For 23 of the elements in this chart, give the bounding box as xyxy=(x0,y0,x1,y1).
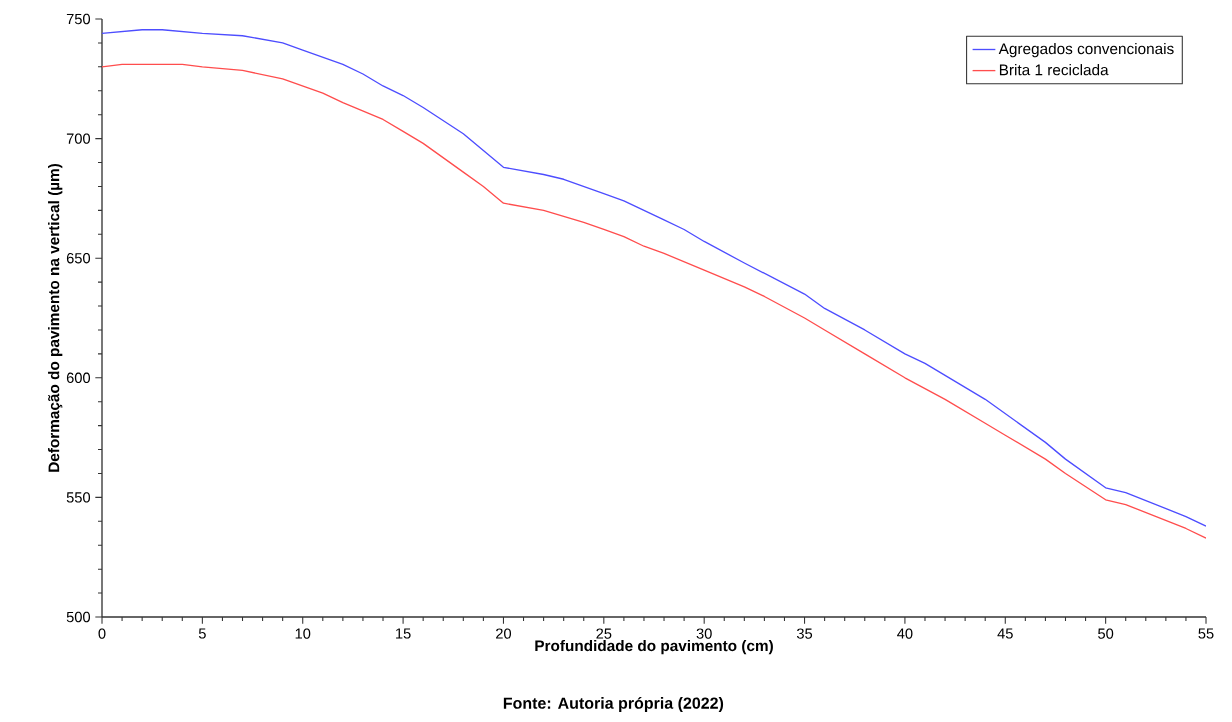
x-tick-label: 20 xyxy=(496,628,512,639)
x-tick-label: 45 xyxy=(997,628,1013,639)
y-tick-label: 650 xyxy=(66,253,91,264)
legend-label: Brita 1 reciclada xyxy=(999,64,1109,76)
y-tick-label: 500 xyxy=(66,611,91,623)
y-tick-label: 550 xyxy=(66,492,91,503)
x-tick-label: 55 xyxy=(1198,628,1214,639)
y-axis-title: Deformação do pavimento na vertical (µm) xyxy=(48,163,63,472)
x-tick-label: 15 xyxy=(396,628,411,639)
source-note: Fonte: Autoria própria (2022) xyxy=(503,696,724,712)
y-tick-label: 700 xyxy=(66,133,91,144)
y-tick-label: 750 xyxy=(66,13,91,25)
x-tick-label: 35 xyxy=(796,628,813,639)
x-axis-title: Profundidade do pavimento (cm) xyxy=(535,639,773,655)
x-tick-label: 40 xyxy=(897,628,913,639)
x-tick-label: 50 xyxy=(1098,628,1114,639)
x-tick-label: 5 xyxy=(198,628,206,639)
x-tick-label: 25 xyxy=(596,628,612,639)
x-tick-label: 10 xyxy=(295,628,311,639)
x-tick-label: 0 xyxy=(98,628,106,639)
y-tick-label: 600 xyxy=(66,372,91,383)
legend-label: Agregados convencionais xyxy=(998,42,1174,58)
x-tick-label: 30 xyxy=(696,628,712,639)
